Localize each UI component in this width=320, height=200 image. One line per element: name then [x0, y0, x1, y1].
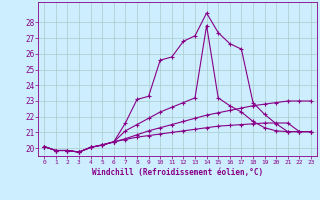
X-axis label: Windchill (Refroidissement éolien,°C): Windchill (Refroidissement éolien,°C) [92, 168, 263, 177]
